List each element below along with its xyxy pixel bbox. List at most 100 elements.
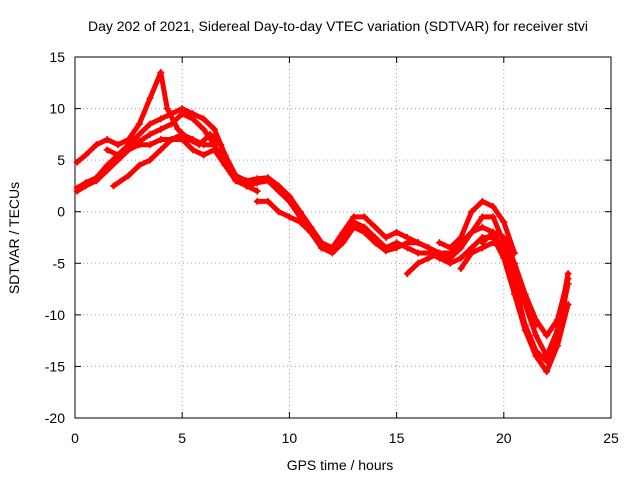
series-trace [437, 198, 517, 256]
data-point [200, 125, 208, 133]
data-point [221, 161, 229, 169]
data-point [174, 125, 182, 133]
data-point [275, 187, 283, 195]
series-10 [478, 228, 572, 339]
data-point [457, 234, 465, 241]
data-point [146, 141, 154, 149]
data-point [414, 239, 422, 247]
data-point [125, 136, 133, 144]
chart-title: Day 202 of 2021, Sidereal Day-to-day VTE… [88, 18, 588, 34]
data-point [371, 223, 379, 231]
data-point [468, 208, 476, 216]
data-point [403, 270, 411, 278]
data-series [73, 68, 572, 376]
data-point [553, 342, 561, 350]
data-point [521, 326, 529, 334]
x-tick-label: 10 [282, 430, 298, 446]
data-point [553, 326, 561, 334]
data-point [157, 125, 165, 133]
data-point [163, 105, 171, 113]
data-point [468, 249, 476, 257]
data-point [446, 244, 454, 252]
data-point [125, 146, 133, 154]
data-point [382, 234, 390, 241]
data-point [360, 213, 368, 221]
data-point [146, 120, 154, 128]
data-point [393, 244, 401, 252]
data-point [73, 158, 81, 166]
x-axis-label: GPS time / hours [287, 457, 394, 473]
data-point [318, 244, 326, 252]
data-point [253, 187, 261, 195]
data-point [210, 141, 218, 149]
grid-lines [75, 57, 611, 418]
data-point [564, 301, 572, 309]
data-point [307, 228, 315, 236]
data-point [110, 182, 118, 190]
data-point [393, 228, 401, 236]
series-3 [73, 68, 229, 166]
data-point [564, 275, 572, 283]
data-point [532, 331, 540, 339]
data-point [157, 146, 165, 154]
series-trace [74, 70, 228, 165]
data-point [206, 130, 214, 138]
data-point [253, 197, 261, 205]
data-point [285, 197, 293, 205]
y-tick-label: -10 [45, 307, 65, 323]
data-point [489, 213, 497, 221]
data-point [146, 94, 154, 102]
data-point [200, 151, 208, 159]
series-trace [404, 224, 571, 359]
data-point [478, 223, 486, 231]
data-point [478, 197, 486, 205]
data-point [157, 115, 165, 123]
data-point [253, 179, 261, 187]
y-tick-label: 5 [57, 152, 65, 168]
data-point [435, 239, 443, 247]
data-point [146, 130, 154, 138]
data-point [178, 110, 186, 118]
data-point [167, 136, 175, 144]
data-point [414, 259, 422, 267]
data-point [135, 130, 143, 138]
data-point [446, 259, 454, 267]
data-point [135, 141, 143, 149]
y-tick-label: -20 [45, 410, 65, 426]
series-trace [111, 131, 217, 189]
data-point [73, 187, 81, 195]
data-point [189, 115, 197, 123]
data-point [264, 177, 272, 185]
data-point [232, 172, 240, 180]
data-point [489, 239, 497, 247]
x-tick-label: 25 [603, 430, 619, 446]
data-point [103, 146, 111, 154]
data-point [200, 141, 208, 149]
data-point [511, 290, 519, 298]
data-point [103, 166, 111, 174]
y-tick-label: -15 [45, 358, 65, 374]
data-point [500, 234, 508, 241]
data-point [543, 331, 551, 339]
data-point [382, 247, 390, 255]
data-point [92, 141, 100, 149]
y-tick-label: 0 [57, 204, 65, 220]
x-tick-label: 0 [71, 430, 79, 446]
data-point [543, 368, 551, 376]
data-point [489, 203, 497, 211]
data-point [360, 228, 368, 236]
data-point [243, 182, 251, 190]
x-tick-label: 20 [496, 430, 512, 446]
series-6 [253, 197, 433, 257]
data-point [189, 146, 197, 154]
axis-ticks: 0 5 10 15 20 25 -20 -15 -10 -5 0 5 10 15 [45, 49, 619, 446]
data-point [114, 141, 122, 149]
data-point [189, 136, 197, 144]
data-point [92, 177, 100, 185]
data-point [157, 68, 165, 76]
data-point [350, 223, 358, 231]
data-point [521, 290, 529, 298]
data-point [403, 239, 411, 247]
data-point [200, 115, 208, 123]
